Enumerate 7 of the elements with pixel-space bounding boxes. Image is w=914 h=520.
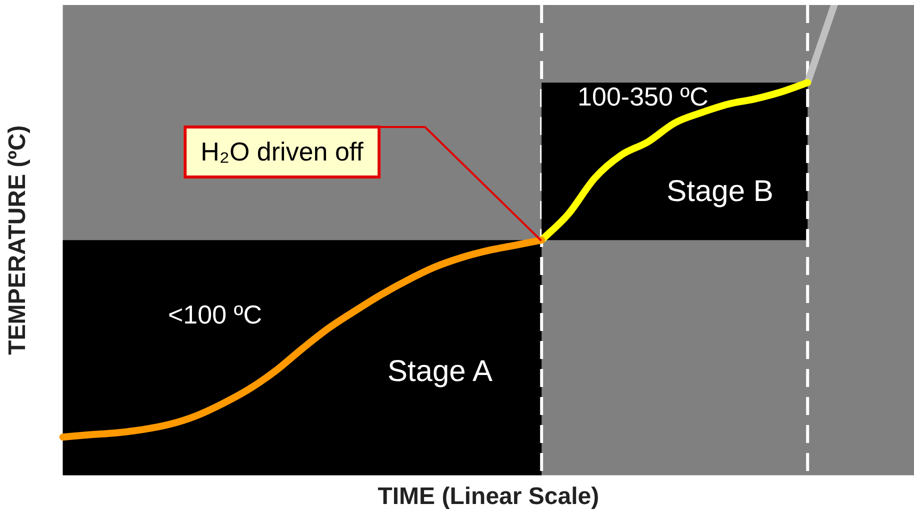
annotation: H₂O driven off [184, 126, 380, 178]
y-axis-title: TEMPERATURE (ºC) [4, 125, 32, 355]
annotation: <100 ºC [168, 300, 262, 330]
annotation: 100-350 ºC [578, 82, 708, 112]
x-axis-title: TIME (Linear Scale) [378, 483, 600, 510]
annotation: Stage B [666, 175, 774, 209]
annotation: Stage A [387, 355, 493, 389]
